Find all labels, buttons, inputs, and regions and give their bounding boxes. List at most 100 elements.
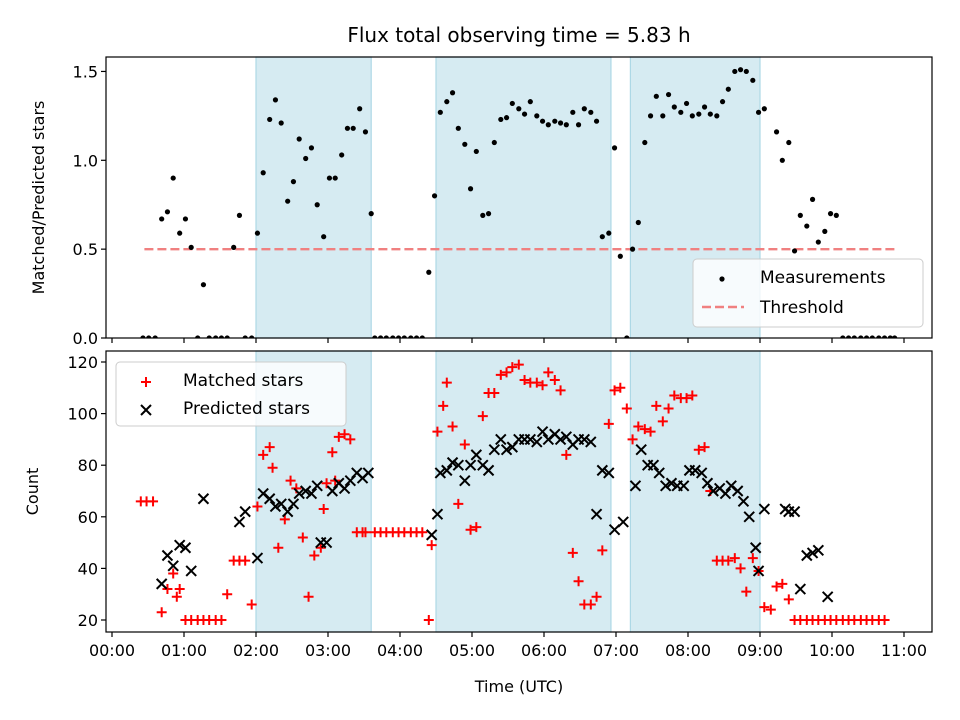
data-point-plus	[879, 615, 890, 625]
data-point-x	[281, 505, 294, 518]
data-point-plus	[567, 547, 578, 558]
x-tick-label: 08:00	[665, 641, 711, 660]
data-point	[845, 335, 852, 338]
data-point-plus	[513, 359, 524, 370]
data-point	[719, 99, 726, 105]
y-tick-label: 1.5	[73, 62, 98, 81]
data-point-x	[677, 480, 690, 492]
data-point-x	[647, 459, 660, 471]
data-point-x	[794, 583, 807, 595]
data-point	[437, 109, 443, 115]
data-point-x	[665, 477, 678, 489]
data-point-plus	[687, 390, 698, 401]
data-point	[390, 335, 396, 338]
data-point	[563, 122, 569, 128]
data-point-plus	[432, 426, 443, 437]
data-point	[195, 335, 201, 338]
data-point	[869, 335, 875, 338]
data-point	[339, 152, 345, 158]
data-point-plus	[273, 542, 284, 553]
data-point	[218, 335, 225, 338]
data-point	[863, 335, 870, 338]
data-point-x	[239, 505, 251, 518]
data-point-plus	[669, 390, 680, 401]
data-point	[350, 125, 356, 131]
bottom-axes: 00:00 01:00 02:00 03:00 04:00 05:00 06:00 07:00…	[23, 350, 933, 696]
data-point-plus	[489, 387, 500, 398]
data-point	[588, 109, 594, 115]
data-point-plus	[465, 524, 476, 535]
data-point-plus	[279, 514, 290, 525]
data-point-x	[707, 485, 719, 497]
legend-marker-matched	[141, 377, 151, 387]
data-point	[516, 106, 522, 112]
data-point-x	[500, 444, 513, 456]
data-point-plus	[417, 527, 428, 538]
data-point-plus	[657, 416, 668, 427]
data-point-plus	[573, 576, 584, 587]
data-point	[372, 335, 378, 338]
data-point	[503, 115, 510, 121]
data-point	[278, 120, 284, 126]
data-point	[357, 106, 363, 112]
data-point	[491, 139, 497, 146]
data-point-plus	[360, 527, 371, 538]
data-point-x	[441, 464, 453, 477]
data-point	[395, 335, 402, 338]
data-point-x	[293, 487, 305, 500]
data-point-plus	[597, 545, 608, 556]
x-tick-label: 06:00	[521, 641, 567, 660]
data-point	[314, 202, 320, 208]
data-point-x	[320, 536, 333, 549]
data-point	[791, 248, 798, 254]
y-axis-label: Matched/Predicted stars	[29, 101, 48, 295]
data-point-plus	[651, 400, 662, 411]
data-point	[344, 125, 351, 131]
data-point	[140, 335, 146, 338]
data-point	[797, 212, 803, 218]
data-point-plus	[747, 553, 758, 564]
legend-marker-measurements	[719, 276, 725, 282]
data-point-x	[695, 467, 708, 479]
data-point	[575, 122, 582, 128]
data-point-x	[788, 505, 801, 518]
x-tick-label: 00:00	[89, 641, 135, 660]
data-point-plus	[162, 584, 173, 595]
data-point	[408, 335, 414, 338]
axes-frame	[105, 56, 933, 339]
data-point	[809, 196, 816, 202]
data-point	[725, 86, 731, 92]
data-point-x	[338, 482, 351, 495]
data-point	[714, 113, 720, 119]
data-point	[444, 99, 450, 105]
data-point	[534, 113, 540, 119]
x-tick-label: 11:00	[881, 641, 927, 660]
data-point	[642, 139, 648, 146]
data-point	[570, 109, 576, 115]
data-point-plus	[339, 429, 350, 440]
data-point	[743, 68, 749, 75]
data-point	[164, 209, 171, 215]
series-predicted-stars	[155, 425, 834, 603]
y-tick-label: 20	[78, 611, 98, 630]
data-point-x	[173, 539, 186, 551]
data-point	[231, 244, 237, 250]
data-point-x	[554, 433, 567, 446]
data-point-x	[431, 508, 444, 520]
data-point-x	[161, 549, 174, 562]
data-point	[539, 118, 546, 124]
legend-label: Predicted stars	[183, 399, 310, 419]
data-point-plus	[663, 403, 674, 414]
data-point-x	[185, 565, 197, 577]
data-point-plus	[267, 462, 278, 473]
data-point	[840, 335, 846, 338]
data-point	[552, 118, 558, 124]
data-point-plus	[156, 607, 167, 618]
data-point-plus	[543, 367, 554, 378]
data-point	[480, 212, 486, 218]
data-point	[498, 116, 504, 123]
data-point	[773, 129, 780, 135]
y-tick-label: 100	[67, 405, 98, 424]
data-point-x	[737, 495, 750, 508]
data-point-plus	[531, 377, 542, 388]
